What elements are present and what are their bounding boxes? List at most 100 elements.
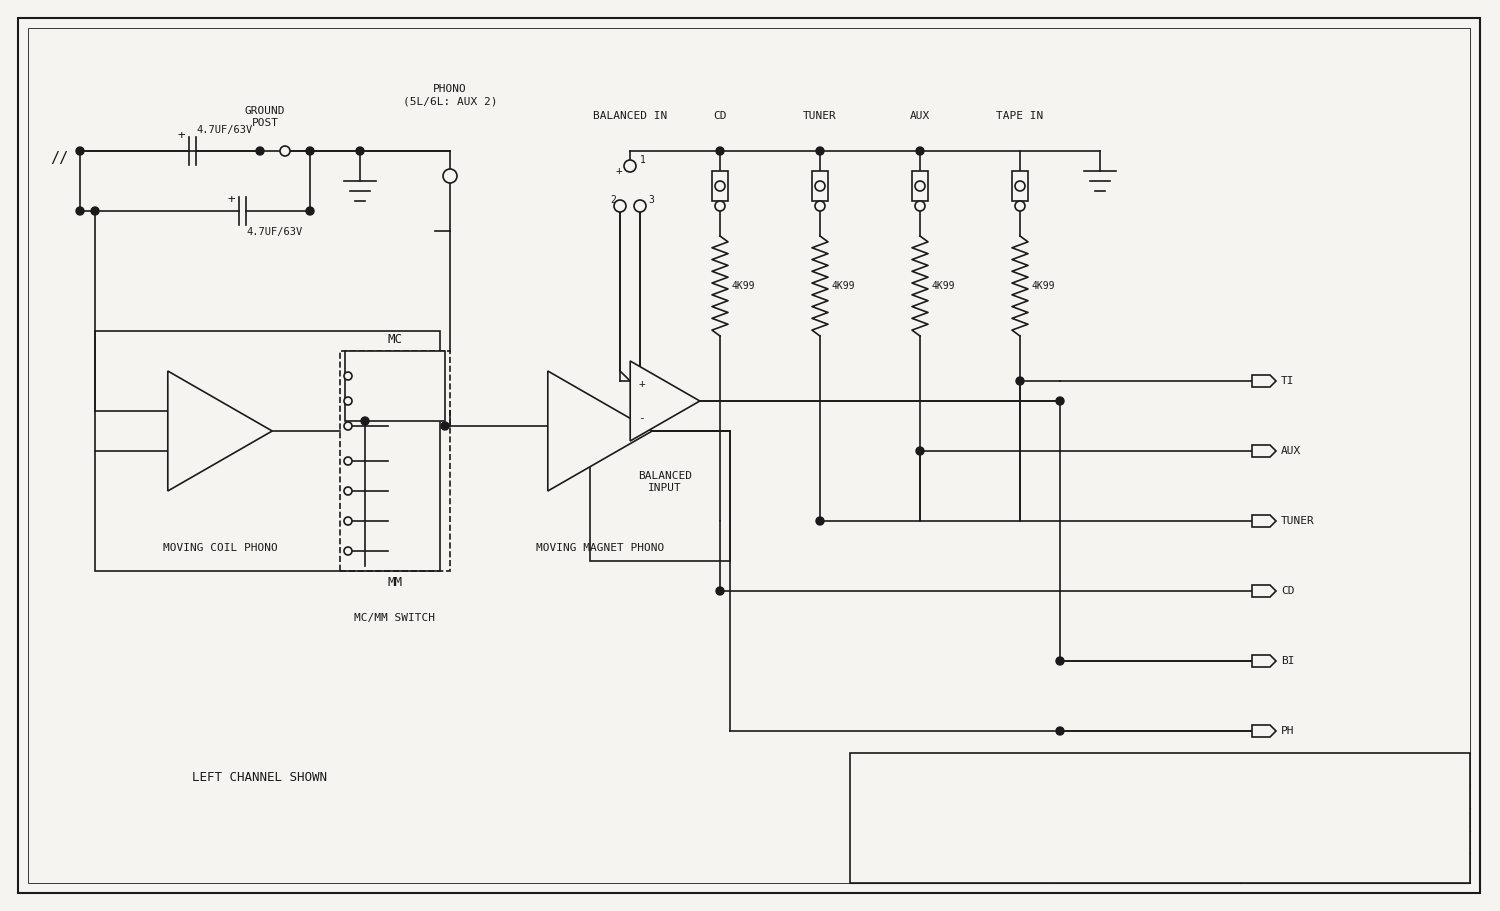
Text: -: - xyxy=(628,166,634,176)
Circle shape xyxy=(915,201,926,211)
Bar xyxy=(912,171,928,201)
Text: PHONO
(5L/6L: AUX 2): PHONO (5L/6L: AUX 2) xyxy=(402,85,496,106)
Circle shape xyxy=(716,147,724,155)
Bar xyxy=(590,431,730,561)
Circle shape xyxy=(441,422,448,430)
Circle shape xyxy=(1056,657,1064,665)
Text: DESC:: DESC: xyxy=(858,816,888,826)
Circle shape xyxy=(280,146,290,156)
Circle shape xyxy=(716,587,724,595)
Text: 4.7UF/63V: 4.7UF/63V xyxy=(246,227,302,237)
Circle shape xyxy=(344,397,352,405)
Circle shape xyxy=(344,487,352,495)
Circle shape xyxy=(356,147,364,155)
Circle shape xyxy=(816,147,824,155)
Polygon shape xyxy=(548,371,652,491)
Circle shape xyxy=(344,517,352,525)
Circle shape xyxy=(1056,727,1064,735)
Text: BALANCED
INPUT: BALANCED INPUT xyxy=(638,471,692,493)
Circle shape xyxy=(344,547,352,555)
Polygon shape xyxy=(1252,375,1276,387)
Text: CLASSE 5/5L/6/6L PREAMPLIFIERS: CLASSE 5/5L/6/6L PREAMPLIFIERS xyxy=(926,793,1101,803)
Circle shape xyxy=(92,207,99,215)
Circle shape xyxy=(1016,181,1025,191)
Bar xyxy=(812,171,828,201)
Text: TAPE IN: TAPE IN xyxy=(996,111,1044,121)
Text: AUX: AUX xyxy=(910,111,930,121)
Text: CLASSE AUDIO INC.: CLASSE AUDIO INC. xyxy=(1000,761,1155,776)
Circle shape xyxy=(344,457,352,465)
Circle shape xyxy=(344,422,352,430)
Circle shape xyxy=(815,201,825,211)
Circle shape xyxy=(256,147,264,155)
Circle shape xyxy=(716,181,724,191)
Circle shape xyxy=(624,160,636,172)
Text: +: + xyxy=(178,129,186,142)
Bar xyxy=(712,171,728,201)
Text: 4K99: 4K99 xyxy=(732,281,756,291)
Text: 4K99: 4K99 xyxy=(833,281,855,291)
Circle shape xyxy=(306,147,314,155)
Polygon shape xyxy=(1252,655,1276,667)
Circle shape xyxy=(1056,397,1064,405)
Text: AUX: AUX xyxy=(1281,446,1300,456)
Text: DRAWN:: DRAWN: xyxy=(858,861,894,871)
Text: TI: TI xyxy=(1281,376,1294,386)
Polygon shape xyxy=(1252,725,1276,737)
Text: MOVING COIL PHONO: MOVING COIL PHONO xyxy=(162,543,278,553)
Text: BI: BI xyxy=(1281,656,1294,666)
Text: +: + xyxy=(616,166,622,176)
Text: MC: MC xyxy=(387,333,402,346)
Text: COMPANY:: COMPANY: xyxy=(858,761,904,771)
Text: BALANCED IN: BALANCED IN xyxy=(592,111,668,121)
Text: MM: MM xyxy=(387,576,402,589)
Text: MOVING MAGNET PHONO: MOVING MAGNET PHONO xyxy=(536,543,664,553)
Text: -: - xyxy=(638,413,645,423)
Text: TITLE:: TITLE: xyxy=(858,793,894,803)
Text: +: + xyxy=(638,379,645,389)
Circle shape xyxy=(634,200,646,212)
Bar xyxy=(340,351,450,571)
Text: PH: PH xyxy=(1281,726,1294,736)
Bar xyxy=(94,331,440,571)
Text: 4K99: 4K99 xyxy=(932,281,956,291)
Polygon shape xyxy=(630,361,700,441)
Text: +: + xyxy=(228,193,236,206)
Text: 6DIA-1: 6DIA-1 xyxy=(980,839,1016,849)
Polygon shape xyxy=(168,371,272,491)
Polygon shape xyxy=(1252,585,1276,597)
Text: LEFT CHANNEL SHOWN: LEFT CHANNEL SHOWN xyxy=(192,771,327,784)
Circle shape xyxy=(442,169,458,183)
Text: CD: CD xyxy=(714,111,726,121)
Circle shape xyxy=(1016,377,1025,385)
Circle shape xyxy=(915,181,926,191)
Text: GROUND
POST: GROUND POST xyxy=(244,107,285,128)
Circle shape xyxy=(76,207,84,215)
Circle shape xyxy=(362,417,369,425)
Circle shape xyxy=(815,181,825,191)
Circle shape xyxy=(614,200,626,212)
Text: DRAWING NO:: DRAWING NO: xyxy=(858,839,922,849)
Circle shape xyxy=(716,201,724,211)
Text: TUNER: TUNER xyxy=(1281,516,1314,526)
Text: 3: 3 xyxy=(648,195,654,205)
Text: SHEET: 1 OF 3: SHEET: 1 OF 3 xyxy=(1248,861,1324,871)
Text: CD: CD xyxy=(1281,586,1294,596)
Text: 1: 1 xyxy=(640,155,646,165)
Circle shape xyxy=(916,447,924,455)
Circle shape xyxy=(916,147,924,155)
Text: DJR: DJR xyxy=(930,861,948,871)
Circle shape xyxy=(306,207,314,215)
Text: 4K99: 4K99 xyxy=(1032,281,1056,291)
Circle shape xyxy=(76,147,84,155)
Polygon shape xyxy=(1252,445,1276,457)
Circle shape xyxy=(1016,201,1025,211)
Text: 4.7UF/63V: 4.7UF/63V xyxy=(196,125,252,135)
Circle shape xyxy=(344,372,352,380)
Text: //: // xyxy=(50,151,69,167)
Circle shape xyxy=(816,517,824,525)
Text: 2: 2 xyxy=(610,195,616,205)
Bar xyxy=(850,753,1470,883)
Bar xyxy=(1013,171,1028,201)
Text: TUNER: TUNER xyxy=(802,111,837,121)
